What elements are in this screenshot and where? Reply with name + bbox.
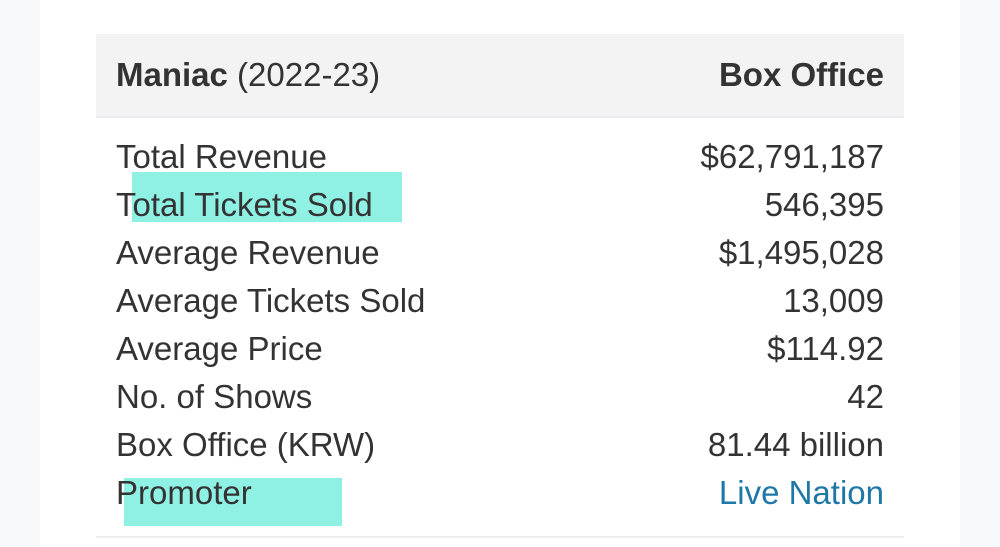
row-value: $114.92	[767, 330, 884, 367]
row-number-of-shows: No. of Shows 42	[96, 376, 904, 424]
row-label: Total Revenue	[116, 138, 327, 175]
row-label: Average Price	[116, 330, 323, 367]
text-highlight	[124, 478, 342, 526]
infobox-title: Maniac (2022-23)	[116, 56, 380, 94]
box-office-infobox: Maniac (2022-23) Box Office Total Revenu…	[96, 34, 904, 538]
row-value: 42	[847, 378, 884, 415]
row-value: $1,495,028	[718, 234, 884, 271]
row-label: Average Revenue	[116, 234, 380, 271]
row-average-price: Average Price $114.92	[96, 328, 904, 376]
row-label: Average Tickets Sold	[116, 282, 426, 319]
infobox-header: Maniac (2022-23) Box Office	[96, 34, 904, 118]
row-label: Promoter	[116, 474, 252, 511]
row-value: $62,791,187	[700, 138, 884, 175]
show-years: (2022-23)	[237, 56, 381, 93]
row-average-revenue: Average Revenue $1,495,028	[96, 232, 904, 280]
promoter-link[interactable]: Live Nation	[718, 474, 884, 511]
page-card: Maniac (2022-23) Box Office Total Revenu…	[40, 0, 960, 547]
column-header: Box Office	[718, 56, 884, 93]
row-total-revenue: Total Revenue $62,791,187	[96, 136, 904, 184]
row-value: 81.44 billion	[707, 426, 884, 463]
row-label: Box Office (KRW)	[116, 426, 376, 463]
row-label: No. of Shows	[116, 378, 313, 415]
row-promoter: Promoter Live Nation	[96, 472, 904, 520]
show-name: Maniac	[116, 56, 228, 93]
row-total-tickets-sold: Total Tickets Sold 546,395	[96, 184, 904, 232]
row-box-office-krw: Box Office (KRW) 81.44 billion	[96, 424, 904, 472]
text-highlight	[132, 172, 402, 222]
row-value: 13,009	[783, 282, 884, 319]
row-average-tickets-sold: Average Tickets Sold 13,009	[96, 280, 904, 328]
row-value: 546,395	[764, 186, 884, 223]
row-label: Total Tickets Sold	[116, 186, 373, 223]
infobox-rows: Total Revenue $62,791,187 Total Tickets …	[96, 136, 904, 526]
